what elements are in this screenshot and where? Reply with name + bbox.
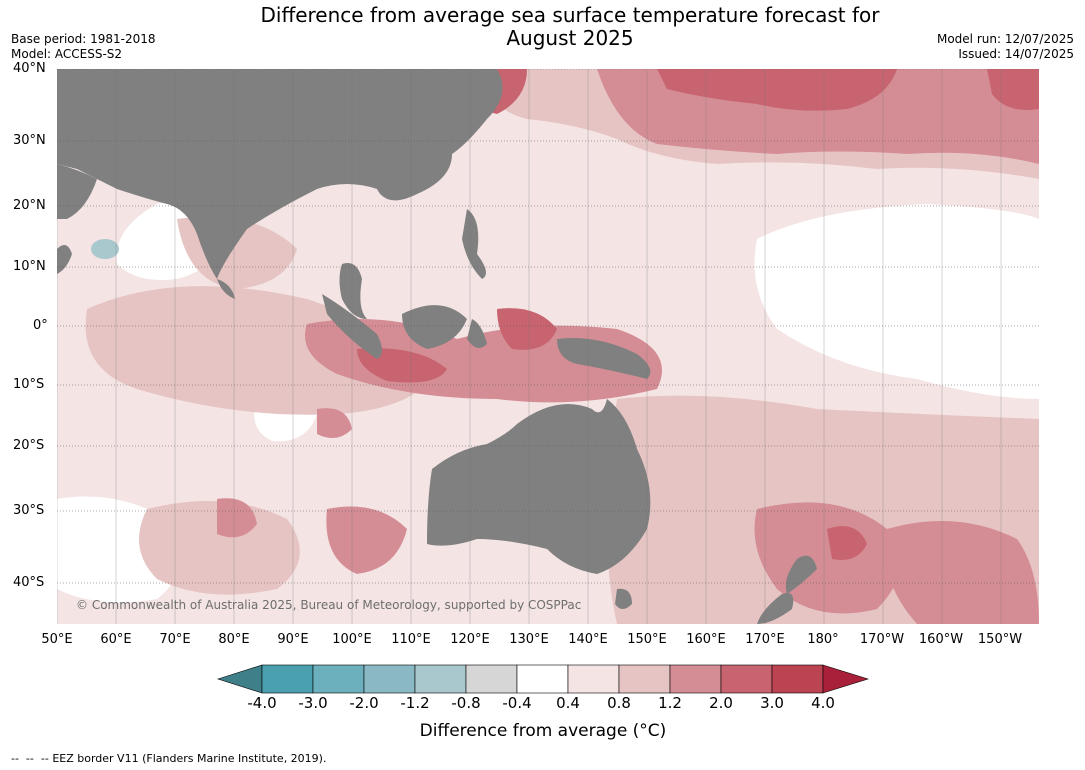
lat-label-30n: 30°N (13, 133, 46, 148)
contour-sp-3 (827, 526, 867, 560)
lon-label: 100°E (332, 632, 372, 647)
land-australia (427, 399, 651, 574)
colorbar-tick: 0.8 (607, 694, 631, 712)
contour-sp-2 (885, 521, 1039, 624)
colorbar-tick: -0.4 (502, 694, 532, 712)
lon-label: 160°E (686, 632, 726, 647)
lon-label: 90°E (277, 632, 309, 647)
colorbar-tick: 2.0 (709, 694, 733, 712)
colorbar-segment (312, 664, 365, 694)
contour-sio-3 (217, 498, 257, 538)
lon-label: 170°E (745, 632, 785, 647)
contour-mc-3 (497, 308, 557, 350)
lon-label: 110°E (391, 632, 431, 647)
colorbar-tick: 4.0 (811, 694, 835, 712)
colorbar-label: Difference from average (°C) (419, 721, 667, 741)
base-period: Base period: 1981-2018 (11, 32, 156, 46)
lon-label: 150°W (977, 632, 1023, 647)
model-name: Model: ACCESS-S2 (11, 47, 123, 61)
lon-label: 140°E (568, 632, 608, 647)
colorbar-segment (414, 664, 467, 694)
model-run: Model run: 12/07/2025 (936, 32, 1074, 46)
lat-label-30s: 30°S (13, 503, 45, 518)
lat-label-10s: 10°S (13, 377, 45, 392)
colorbar-tick: -1.2 (400, 694, 430, 712)
lon-label: 170°W (859, 632, 905, 647)
lat-label-equator: 0° (33, 318, 48, 333)
colorbar-arrow-high (822, 664, 869, 694)
contour-sio-2 (326, 506, 407, 574)
meridians (57, 69, 1002, 624)
land-masses (57, 69, 817, 624)
land-arabia (57, 164, 97, 219)
lat-label-40n: 40°N (13, 61, 46, 76)
colorbar-segment (669, 664, 722, 694)
colorbar-tick: -3.0 (298, 694, 328, 712)
land-malay-peninsula (339, 263, 367, 319)
lat-label-20s: 20°S (13, 438, 45, 453)
land-tasmania (615, 588, 632, 609)
lat-label-10n: 10°N (13, 259, 46, 274)
contour-cool-as (91, 239, 119, 259)
eez-legend: -- -- -- EEZ border V11 (Flanders Marine… (11, 752, 326, 765)
copyright-notice: © Commonwealth of Australia 2025, Bureau… (76, 598, 582, 612)
colorbar-tick: 1.2 (658, 694, 682, 712)
lon-label: 80°E (218, 632, 250, 647)
colorbar-segment (516, 664, 569, 694)
colorbar-tick: -4.0 (247, 694, 277, 712)
colorbar-segment (567, 664, 620, 694)
lat-label-40s: 40°S (13, 575, 45, 590)
meta-left: Base period: 1981-2018 Model: ACCESS-S2 (11, 32, 156, 62)
map-title: Difference from average sea surface temp… (0, 4, 1085, 50)
lon-label: 180° (807, 632, 839, 647)
contour-white-cp (754, 204, 1039, 399)
colorbar-tick: 3.0 (760, 694, 784, 712)
lon-label: 160°W (918, 632, 964, 647)
title-line-2: August 2025 (506, 26, 634, 50)
colorbar-segment (261, 664, 314, 694)
contour-np-4 (987, 69, 1039, 110)
contour-sio-4 (317, 408, 352, 438)
lon-label: 50°E (41, 632, 73, 647)
land-sri-lanka (217, 279, 235, 299)
colorbar-arrow-low (217, 664, 263, 694)
colorbar-segment (618, 664, 671, 694)
lon-label: 70°E (159, 632, 191, 647)
meta-right: Model run: 12/07/2025 Issued: 14/07/2025 (937, 32, 1074, 62)
colorbar-tick: -0.8 (451, 694, 481, 712)
map-svg (57, 69, 1039, 624)
land-borneo (402, 305, 467, 349)
land-asia (57, 69, 503, 279)
title-line-1: Difference from average sea surface temp… (260, 3, 880, 27)
lat-label-20n: 20°N (13, 198, 46, 213)
land-philippines (462, 209, 486, 279)
colorbar-segment (465, 664, 518, 694)
land-new-guinea (557, 338, 651, 379)
eez-dash-symbol: -- -- -- (11, 752, 49, 765)
land-nz-south (757, 593, 794, 624)
colorbar (217, 664, 869, 694)
issued-date: Issued: 14/07/2025 (958, 47, 1074, 61)
eez-legend-text: EEZ border V11 (Flanders Marine Institut… (52, 752, 327, 765)
lon-label: 130°E (509, 632, 549, 647)
anomaly-map (57, 69, 1039, 624)
land-nz-north (785, 555, 817, 594)
lon-label: 120°E (450, 632, 490, 647)
contour-np-3 (657, 69, 897, 111)
colorbar-tick: 0.4 (556, 694, 580, 712)
lon-label: 60°E (100, 632, 132, 647)
colorbar-segment (720, 664, 773, 694)
colorbar-segment (771, 664, 824, 694)
contour-sio-1 (139, 501, 300, 595)
colorbar-segment (363, 664, 416, 694)
lon-label: 150°E (627, 632, 667, 647)
colorbar-segments (217, 664, 869, 694)
colorbar-tick: -2.0 (349, 694, 379, 712)
